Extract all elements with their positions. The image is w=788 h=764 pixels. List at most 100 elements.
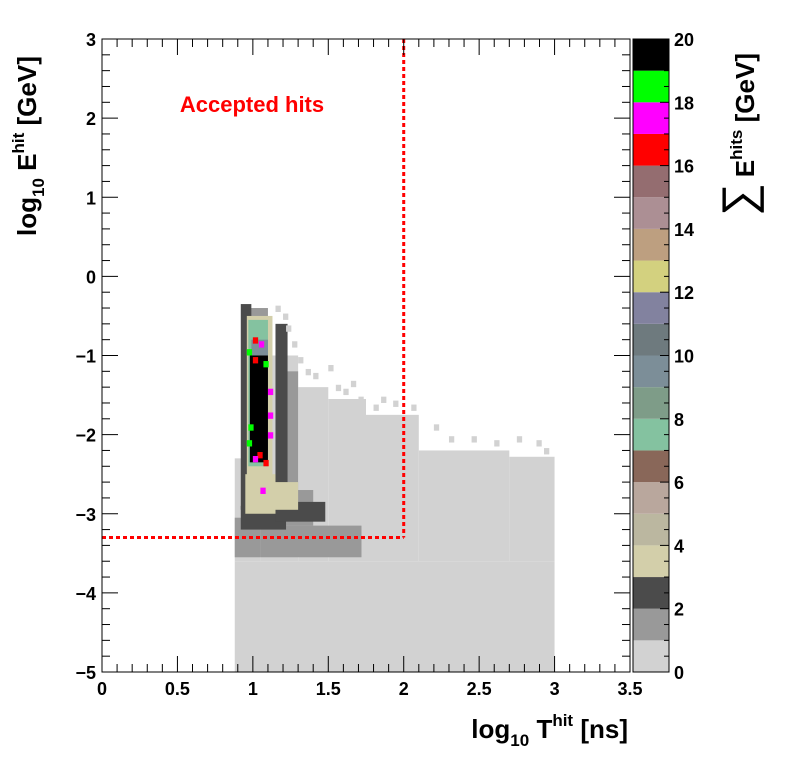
palette-swatch: [633, 387, 669, 419]
x-tick-label: 1.5: [316, 679, 341, 699]
z-axis-title: ∑Ehits [GeV]: [712, 53, 764, 216]
x-tick-label: 2.5: [467, 679, 492, 699]
heatmap-block: [234, 561, 555, 672]
heatmap-bin: [494, 440, 500, 447]
heatmap-bin: [343, 388, 349, 396]
heatmap-block: [509, 456, 555, 562]
x-tick-label: 3: [550, 679, 560, 699]
z-tick-label: 0: [674, 663, 684, 683]
heatmap-bin: [263, 459, 269, 467]
y-tick-label: 0: [86, 267, 96, 287]
heatmap-bin: [267, 412, 274, 419]
heatmap-bin: [257, 452, 263, 459]
heatmap-bin: [283, 313, 289, 320]
palette-swatch: [633, 260, 669, 293]
palette-swatch: [633, 133, 669, 166]
heatmap-bin: [471, 436, 477, 443]
heatmap-bin: [448, 436, 455, 443]
palette-swatch: [633, 482, 669, 514]
heatmap-block: [418, 450, 510, 562]
palette-swatch: [633, 102, 669, 134]
z-tick-label: 20: [674, 30, 694, 50]
heatmap-bin: [393, 400, 399, 407]
heatmap-bin: [292, 341, 298, 348]
palette-swatch: [633, 323, 669, 356]
x-axis-title: log10 Thit [ns]: [471, 711, 628, 750]
heatmap-bin: [298, 357, 304, 364]
x-tick-label: 3.5: [617, 679, 642, 699]
y-tick-label: 3: [86, 30, 96, 50]
heatmap-bin: [260, 487, 266, 494]
heatmap-bin: [267, 388, 274, 396]
heatmap-bin: [358, 396, 364, 403]
y-axis-title: log10 Ehit [GeV]: [9, 56, 48, 236]
z-tick-label: 6: [674, 473, 684, 493]
z-tick-label: 12: [674, 283, 694, 303]
heatmap-bin: [252, 337, 259, 344]
heatmap-bin: [246, 440, 253, 447]
z-tick-label: 18: [674, 93, 694, 113]
palette-swatch: [633, 39, 669, 71]
y-tick-label: −1: [75, 347, 96, 367]
palette-swatch: [633, 165, 669, 198]
heatmap-block: [275, 323, 288, 491]
z-tick-label: 16: [674, 157, 694, 177]
heatmap-bin: [248, 424, 254, 431]
palette-swatch: [633, 640, 669, 672]
heatmap-block: [366, 414, 419, 562]
heatmap-bin: [258, 341, 265, 348]
heatmap-bin: [373, 404, 379, 411]
heatmap-block: [267, 482, 299, 510]
heatmap-bin: [381, 396, 387, 403]
z-tick-label: 8: [674, 410, 684, 430]
heatmap-cells: [234, 304, 555, 672]
z-tick-label: 4: [674, 536, 684, 556]
heatmap-bin: [246, 349, 253, 356]
palette-swatch: [633, 70, 669, 103]
y-axis: −5 −4 −3 −2 −1 0 1 2 3: [75, 30, 630, 683]
heatmap-bin: [516, 436, 523, 443]
heatmap-bin: [263, 361, 269, 368]
y-tick-label: −4: [75, 584, 96, 604]
palette-swatch: [633, 450, 669, 483]
y-tick-label: −2: [75, 426, 96, 446]
heatmap-bin: [411, 404, 417, 411]
heatmap-bin: [252, 357, 259, 364]
heatmap-bin: [313, 372, 319, 380]
palette-swatch: [633, 418, 669, 451]
heatmap-bin: [328, 364, 334, 372]
heatmap-block: [240, 304, 252, 510]
x-tick-label: 1: [248, 679, 258, 699]
palette-swatch: [633, 513, 669, 546]
palette-swatch: [633, 355, 669, 388]
heatmap-block: [260, 525, 362, 558]
heatmap-bin: [350, 380, 357, 388]
x-tick-label: 0.5: [165, 679, 190, 699]
accepted-hits-label: Accepted hits: [180, 92, 324, 117]
heatmap-block: [249, 355, 268, 463]
color-palette: [632, 38, 670, 673]
z-tick-label: 14: [674, 220, 694, 240]
z-tick-label: 2: [674, 600, 684, 620]
heatmap-bin: [286, 325, 292, 332]
z-axis: 0 2 4 6 8 10 12 14 16 18 20: [660, 30, 694, 683]
palette-swatch: [633, 608, 669, 641]
y-tick-label: −3: [75, 505, 96, 525]
x-tick-label: 0: [97, 679, 107, 699]
y-tick-label: 2: [86, 109, 96, 129]
palette-swatch: [633, 197, 669, 229]
z-tick-label: 10: [674, 347, 694, 367]
heatmap-bin: [305, 368, 311, 376]
heatmap-bin: [335, 384, 342, 392]
x-tick-label: 2: [399, 679, 409, 699]
heatmap-bin: [433, 424, 440, 431]
palette-swatch: [633, 545, 669, 578]
heatmap-bin: [267, 432, 274, 439]
heatmap-bin: [252, 455, 259, 463]
palette-swatch: [633, 292, 669, 324]
heatmap-bin: [544, 448, 550, 455]
heatmap-bin: [275, 305, 281, 312]
y-tick-label: 1: [86, 188, 96, 208]
y-tick-label: −5: [75, 663, 96, 683]
palette-swatch: [633, 228, 669, 261]
